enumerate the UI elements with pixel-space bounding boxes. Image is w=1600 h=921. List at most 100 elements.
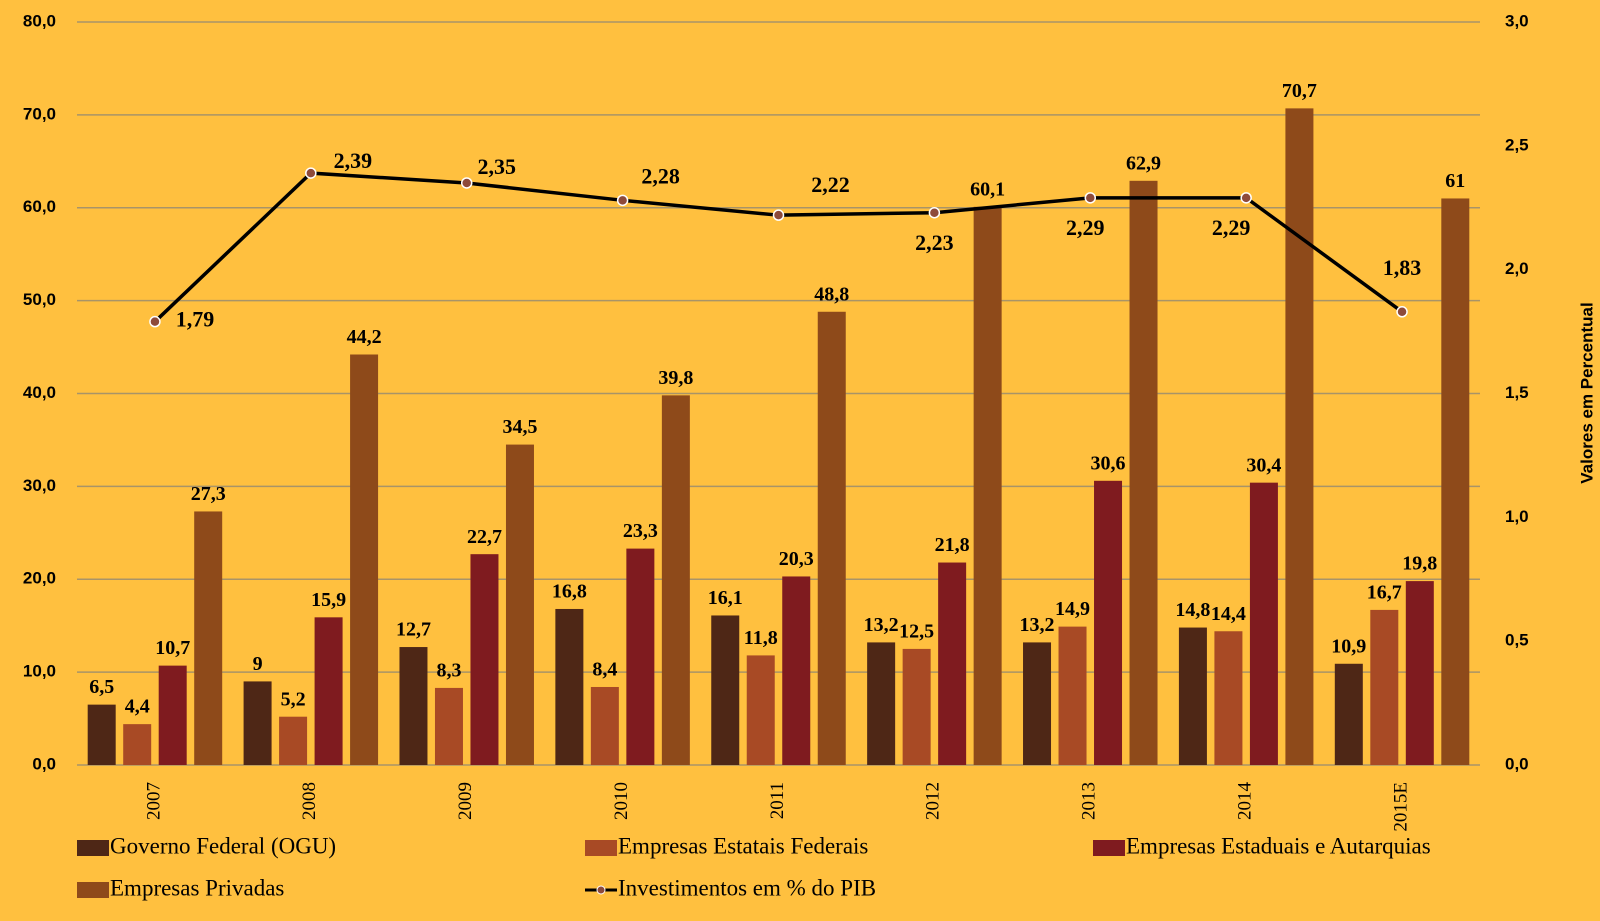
bar — [87, 704, 116, 765]
y-tick-label: 30,0 — [23, 476, 56, 495]
data-label: 30,4 — [1246, 454, 1281, 476]
legend-swatch — [585, 840, 617, 856]
bar — [243, 681, 272, 765]
y-tick-label: 50,0 — [23, 290, 56, 309]
data-label: 2,39 — [334, 148, 373, 173]
legend-label: Empresas Estatais Federais — [618, 833, 868, 858]
bar — [194, 511, 223, 765]
x-tick-label: 2007 — [143, 782, 164, 820]
y2-tick-label: 0,5 — [1505, 631, 1529, 650]
line-marker — [772, 209, 785, 221]
data-label: 14,8 — [1175, 599, 1210, 621]
line-marker — [1084, 192, 1097, 204]
y2-tick-label: 1,0 — [1505, 507, 1529, 526]
y-tick-label: 80,0 — [23, 11, 56, 30]
bar — [902, 648, 931, 765]
data-label: 12,7 — [396, 619, 431, 641]
data-label: 34,5 — [502, 416, 537, 438]
bar — [158, 665, 187, 765]
data-label: 23,3 — [623, 520, 658, 542]
bar — [867, 642, 896, 765]
data-label: 19,8 — [1402, 553, 1437, 575]
data-label: 16,7 — [1367, 581, 1402, 603]
bar — [626, 548, 655, 765]
data-label: 22,7 — [467, 526, 502, 548]
x-tick-label: 2013 — [1079, 782, 1100, 820]
data-label: 21,8 — [935, 534, 970, 556]
bar — [279, 716, 308, 765]
bar — [973, 206, 1002, 766]
bar — [1405, 581, 1434, 765]
data-label: 8,4 — [592, 659, 617, 681]
data-label: 2,29 — [1212, 215, 1251, 240]
bar — [1285, 108, 1314, 765]
bar — [1178, 627, 1207, 765]
data-label: 2,28 — [641, 163, 680, 188]
data-label: 9 — [253, 653, 263, 675]
data-label: 14,4 — [1211, 603, 1246, 625]
data-label: 12,5 — [899, 621, 934, 643]
x-tick-label: 2010 — [611, 782, 632, 820]
y2-tick-label: 3,0 — [1505, 11, 1529, 30]
bar — [123, 724, 152, 765]
bar — [399, 647, 428, 765]
bar — [1214, 631, 1243, 765]
bar — [938, 562, 967, 765]
data-label: 30,6 — [1091, 452, 1126, 474]
x-tick-label: 2012 — [923, 782, 944, 820]
bar — [711, 615, 740, 765]
data-label: 6,5 — [89, 676, 114, 698]
bar — [555, 608, 584, 765]
legend-label: Investimentos em % do PIB — [618, 875, 876, 900]
bar — [1370, 609, 1399, 765]
bar — [661, 395, 690, 765]
y-tick-label: 0,0 — [32, 754, 56, 773]
data-label: 5,2 — [281, 688, 306, 710]
data-label: 13,2 — [864, 614, 899, 636]
data-label: 10,9 — [1331, 635, 1366, 657]
bar — [1441, 198, 1470, 765]
data-label: 13,2 — [1020, 614, 1055, 636]
bar — [434, 687, 463, 765]
bar — [505, 444, 534, 765]
data-label: 62,9 — [1126, 152, 1161, 174]
bar — [1249, 482, 1278, 765]
bar — [1058, 626, 1087, 765]
y2-tick-label: 0,0 — [1505, 754, 1529, 773]
data-label: 16,1 — [708, 587, 743, 609]
line-marker — [1240, 192, 1252, 204]
data-label: 14,9 — [1055, 598, 1090, 620]
data-label: 60,1 — [970, 178, 1005, 200]
legend-swatch — [596, 885, 606, 895]
data-label: 16,8 — [552, 581, 587, 603]
legend-label: Empresas Estaduais e Autarquias — [1126, 833, 1431, 858]
x-tick-label: 2014 — [1235, 782, 1256, 821]
data-label: 10,7 — [155, 637, 190, 659]
bar — [590, 686, 619, 765]
legend-swatch — [77, 882, 109, 898]
bar — [1334, 663, 1363, 765]
bar — [470, 554, 499, 765]
data-label: 61 — [1445, 170, 1465, 192]
legend-swatch — [77, 840, 109, 856]
data-label: 11,8 — [744, 627, 778, 649]
bar — [314, 617, 343, 765]
line-marker — [305, 167, 317, 179]
bar — [746, 655, 775, 765]
data-label: 20,3 — [779, 548, 814, 570]
bar — [1129, 180, 1158, 765]
x-tick-label: 2011 — [767, 782, 788, 819]
line-marker — [616, 194, 629, 207]
data-label: 4,4 — [125, 696, 150, 718]
line-marker — [1396, 306, 1408, 318]
legend-swatch — [1093, 840, 1125, 856]
legend-label: Governo Federal (OGU) — [110, 833, 336, 858]
x-tick-label: 2009 — [455, 782, 476, 820]
y-tick-label: 10,0 — [23, 662, 56, 681]
data-label: 1,79 — [176, 307, 215, 332]
bar — [1023, 642, 1052, 765]
data-label: 8,3 — [436, 660, 461, 682]
y-tick-label: 20,0 — [23, 569, 56, 588]
